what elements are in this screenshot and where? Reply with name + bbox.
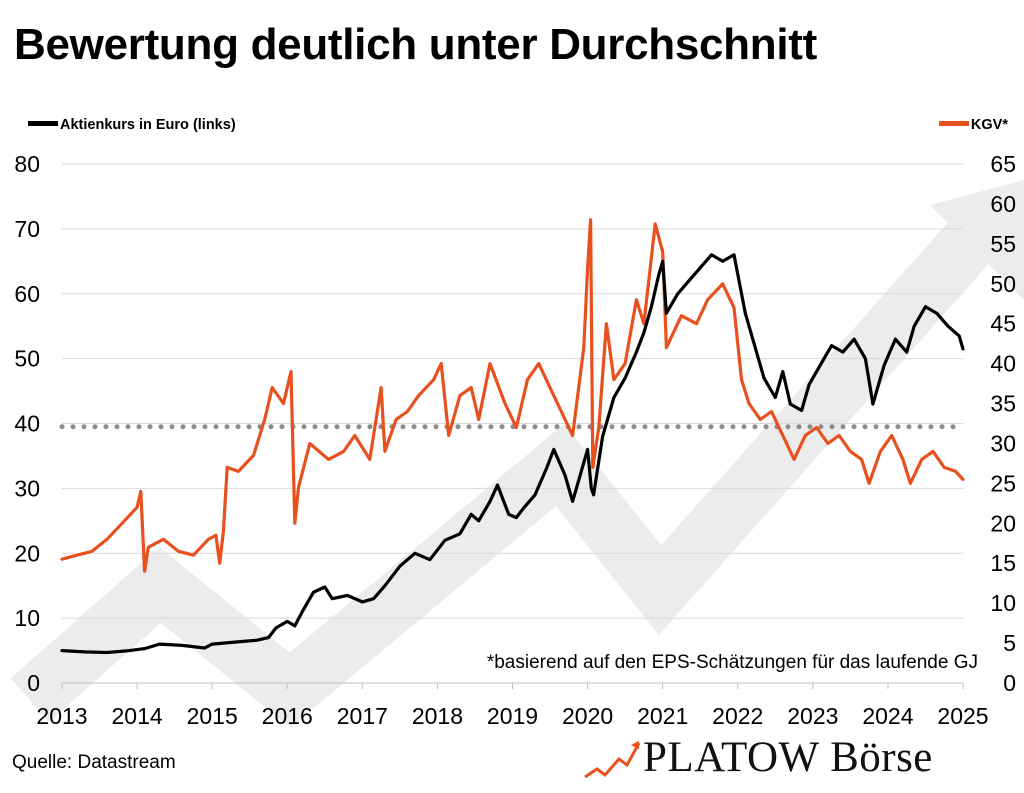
kgv-line — [60, 218, 965, 573]
left-tick-label: 0 — [27, 670, 40, 696]
right-tick-label: 15 — [990, 550, 1016, 576]
right-axis: 0 5 10 15 20 25 30 35 40 45 50 55 60 65 — [990, 151, 1016, 696]
right-tick-label: 10 — [990, 590, 1016, 616]
x-tick-label: 2023 — [787, 703, 838, 729]
right-tick-label: 45 — [990, 311, 1016, 337]
x-tick-label: 2022 — [712, 703, 763, 729]
right-tick-label: 55 — [990, 231, 1016, 257]
price-line — [60, 253, 965, 655]
right-tick-label: 50 — [990, 271, 1016, 297]
x-tick-label: 2014 — [111, 703, 162, 729]
legend-price-label: Aktienkurs in Euro (links) — [60, 117, 236, 133]
right-tick-label: 35 — [990, 391, 1016, 417]
x-tick-label: 2013 — [36, 703, 87, 729]
legend-kgv-swatch — [938, 120, 969, 126]
right-tick-label: 60 — [990, 191, 1016, 217]
left-tick-label: 80 — [14, 151, 40, 177]
brand-arrow-icon — [584, 741, 641, 779]
series-layer — [60, 218, 965, 655]
watermark-arrow — [10, 180, 1024, 728]
right-tick-label: 65 — [990, 151, 1016, 177]
x-tick-label: 2020 — [562, 703, 613, 729]
legend-price-swatch — [28, 120, 58, 126]
x-tick-label: 2017 — [337, 703, 388, 729]
right-tick-label: 25 — [990, 470, 1016, 496]
x-tick-label: 2015 — [187, 703, 238, 729]
left-tick-label: 40 — [14, 411, 40, 437]
right-tick-label: 30 — [990, 430, 1016, 456]
x-tick-label: 2018 — [412, 703, 463, 729]
x-tick-label: 2024 — [862, 703, 913, 729]
left-tick-label: 20 — [14, 540, 40, 566]
x-tick-label: 2019 — [487, 703, 538, 729]
left-tick-label: 30 — [14, 475, 40, 501]
legend-price: Aktienkurs in Euro (links) — [28, 117, 236, 133]
right-tick-label: 5 — [1003, 630, 1016, 656]
x-tick-label: 2016 — [262, 703, 313, 729]
chart-footnote: *basierend auf den EPS-Schätzungen für d… — [486, 652, 978, 673]
x-tick-label: 2025 — [937, 703, 988, 729]
x-tick-label: 2021 — [637, 703, 688, 729]
left-tick-label: 50 — [14, 346, 40, 372]
left-tick-label: 10 — [14, 605, 40, 631]
left-tick-label: 60 — [14, 281, 40, 307]
x-axis: 2013 2014 2015 2016 2017 2018 2019 2020 2021 2022… — [36, 683, 989, 729]
right-tick-label: 0 — [1003, 670, 1016, 696]
right-tick-label: 40 — [990, 351, 1016, 377]
brand-name: PLATOW Börse — [643, 734, 933, 781]
legend-kgv: KGV* — [938, 117, 1008, 133]
legend-kgv-label: KGV* — [970, 117, 1008, 133]
left-tick-label: 70 — [14, 216, 40, 242]
right-tick-label: 20 — [990, 510, 1016, 536]
left-axis: 0 10 20 30 40 50 60 70 80 — [14, 151, 40, 696]
source-label: Quelle: Datastream — [12, 752, 176, 773]
chart-title: Bewertung deutlich unter Durchschnitt — [14, 20, 817, 69]
